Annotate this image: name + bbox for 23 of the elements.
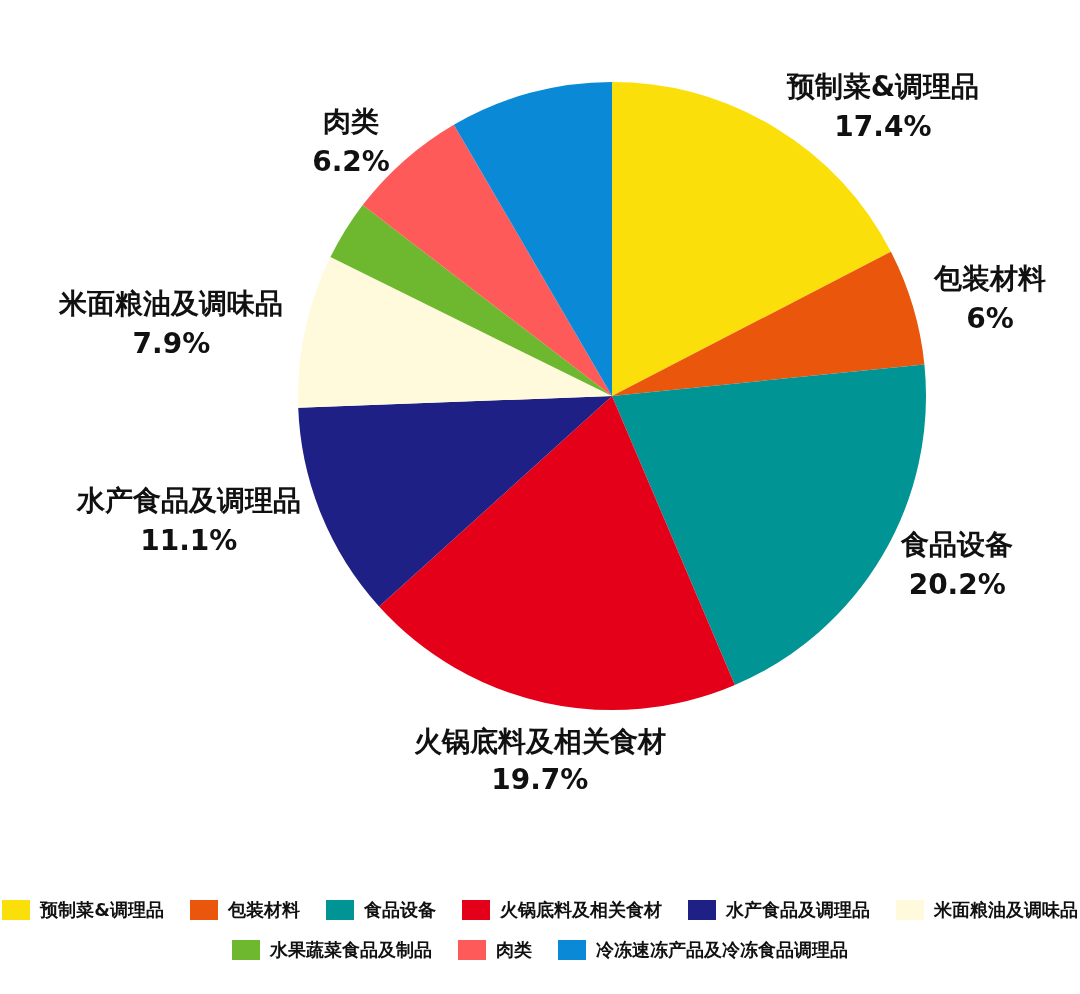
slice-label: 预制菜&调理品: [785, 70, 980, 104]
legend-label: 水果蔬菜食品及制品: [270, 938, 432, 962]
slice-label: 肉类: [322, 105, 379, 139]
slice-label: 食品设备: [900, 528, 1014, 562]
data-label: 19.7%: [491, 763, 589, 797]
legend-label: 冷冻速冻产品及冷冻食品调理品: [596, 938, 848, 962]
data-label: 6.2%: [312, 145, 390, 179]
legend-label: 食品设备: [363, 898, 436, 922]
legend-label: 包装材料: [227, 898, 300, 922]
data-label: 11.1%: [140, 523, 238, 557]
legend-label: 水产食品及调理品: [725, 898, 870, 922]
legend-label: 肉类: [496, 938, 532, 962]
slice-label: 包装材料: [933, 261, 1047, 295]
slice-label: 水产食品及调理品: [75, 483, 301, 517]
data-label: 7.9%: [132, 327, 211, 361]
slice-label: 火锅底料及相关食材: [413, 725, 666, 759]
data-label: 6%: [966, 301, 1014, 335]
legend-label: 米面粮油及调味品: [933, 898, 1078, 922]
legend-label: 预制菜&调理品: [40, 898, 164, 922]
slice-label: 米面粮油及调味品: [58, 287, 284, 321]
data-label: 20.2%: [908, 568, 1006, 602]
legend-label: 火锅底料及相关食材: [499, 898, 662, 922]
data-label: 17.4%: [834, 110, 932, 144]
